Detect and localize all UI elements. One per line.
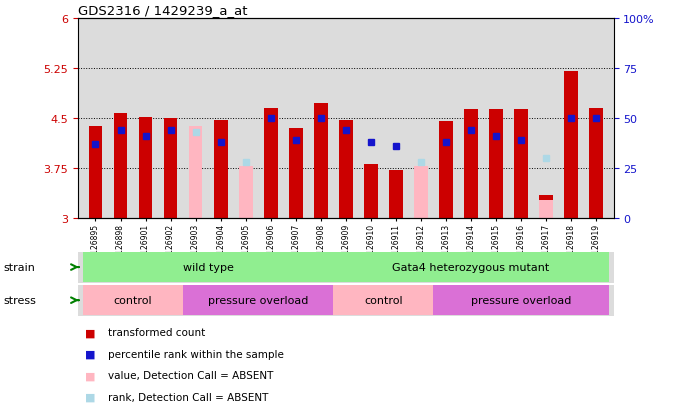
Bar	[314, 104, 327, 219]
Text: ■: ■	[85, 328, 95, 337]
Bar	[334, 286, 433, 316]
Text: control: control	[114, 295, 153, 306]
Text: value, Detection Call = ABSENT: value, Detection Call = ABSENT	[108, 370, 274, 380]
Bar	[514, 110, 528, 219]
Text: ■: ■	[85, 370, 95, 380]
Text: Gata4 heterozygous mutant: Gata4 heterozygous mutant	[393, 262, 550, 273]
Bar	[83, 252, 334, 282]
Text: GDS2316 / 1429239_a_at: GDS2316 / 1429239_a_at	[78, 4, 247, 17]
Bar	[289, 129, 302, 219]
Text: strain: strain	[3, 262, 35, 273]
Bar	[264, 109, 277, 219]
Bar	[539, 195, 553, 219]
Bar	[564, 72, 578, 219]
Text: transformed count: transformed count	[108, 328, 205, 337]
Bar	[433, 286, 609, 316]
Bar	[163, 119, 178, 219]
Bar	[464, 110, 478, 219]
Text: rank, Detection Call = ABSENT: rank, Detection Call = ABSENT	[108, 392, 269, 402]
Bar	[183, 286, 334, 316]
Text: control: control	[364, 295, 403, 306]
Bar	[214, 121, 228, 219]
Bar	[439, 122, 453, 219]
Text: percentile rank within the sample: percentile rank within the sample	[108, 349, 284, 359]
Bar	[139, 117, 153, 219]
Text: wild type: wild type	[182, 262, 233, 273]
Bar	[83, 286, 183, 316]
Bar	[188, 127, 203, 219]
Text: pressure overload: pressure overload	[208, 295, 308, 306]
Text: stress: stress	[3, 295, 36, 306]
Text: ■: ■	[85, 392, 95, 402]
Bar	[334, 252, 609, 282]
Text: pressure overload: pressure overload	[471, 295, 571, 306]
Bar	[539, 200, 553, 219]
Text: ■: ■	[85, 349, 95, 359]
Bar	[339, 121, 353, 219]
Bar	[389, 171, 403, 219]
Bar	[489, 110, 503, 219]
Bar	[89, 127, 102, 219]
Bar	[589, 109, 603, 219]
Bar	[114, 114, 127, 219]
Bar	[414, 167, 428, 219]
Bar	[239, 167, 252, 219]
Bar	[364, 165, 378, 219]
